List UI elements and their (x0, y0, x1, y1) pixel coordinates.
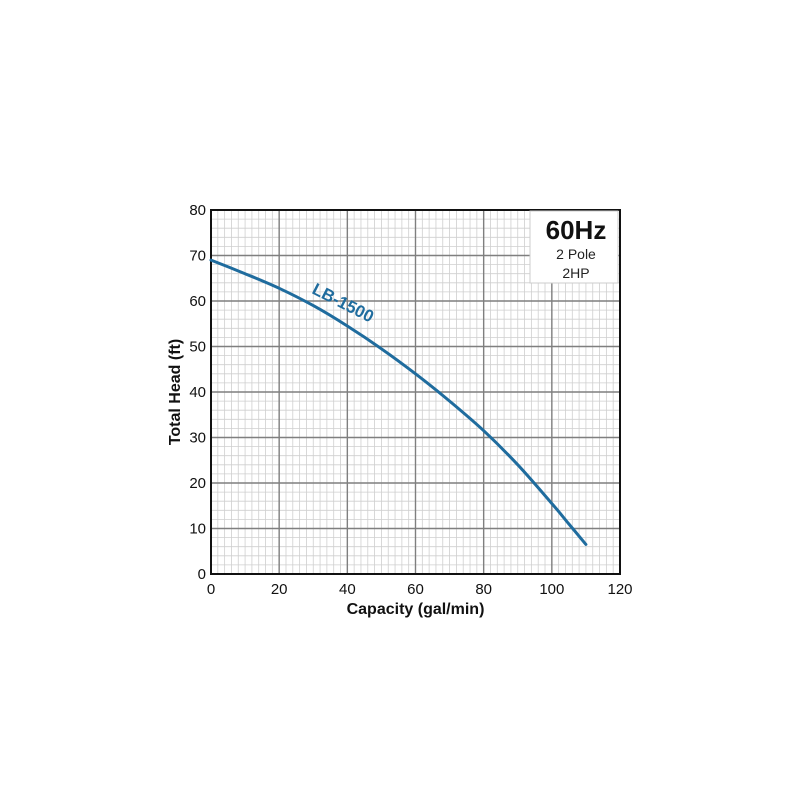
y-tick-label: 0 (198, 566, 206, 583)
y-axis-label: Total Head (ft) (167, 339, 184, 445)
plot-frame (210, 209, 621, 575)
y-tick-label: 70 (189, 248, 206, 265)
y-tick-label: 30 (189, 430, 206, 447)
y-tick-label: 50 (189, 339, 206, 356)
x-tick-label: 120 (607, 581, 632, 598)
y-tick-label: 10 (189, 521, 206, 538)
y-tick-labels: 0 10 20 30 40 50 60 70 80 (189, 202, 206, 583)
info-box: 60Hz 2 Pole 2HP (529, 210, 619, 284)
pole-label: 2 Pole (556, 246, 596, 262)
y-tick-label: 80 (189, 202, 206, 219)
x-tick-label: 40 (339, 581, 356, 598)
x-tick-label: 0 (207, 581, 215, 598)
x-tick-label: 100 (539, 581, 564, 598)
x-axis-label: Capacity (gal/min) (347, 601, 485, 618)
x-tick-labels: 0 20 40 60 80 100 120 (207, 581, 633, 598)
series-layer: LB-1500 (209, 258, 588, 546)
y-tick-label: 60 (189, 293, 206, 310)
info-box-background (529, 210, 619, 284)
y-tick-label: 40 (189, 384, 206, 401)
y-tick-label: 20 (189, 475, 206, 492)
x-tick-label: 20 (271, 581, 288, 598)
horsepower-label: 2HP (562, 265, 589, 281)
series-line (209, 258, 588, 546)
x-tick-label: 60 (407, 581, 424, 598)
x-tick-label: 80 (475, 581, 492, 598)
frequency-label: 60Hz (546, 215, 607, 245)
